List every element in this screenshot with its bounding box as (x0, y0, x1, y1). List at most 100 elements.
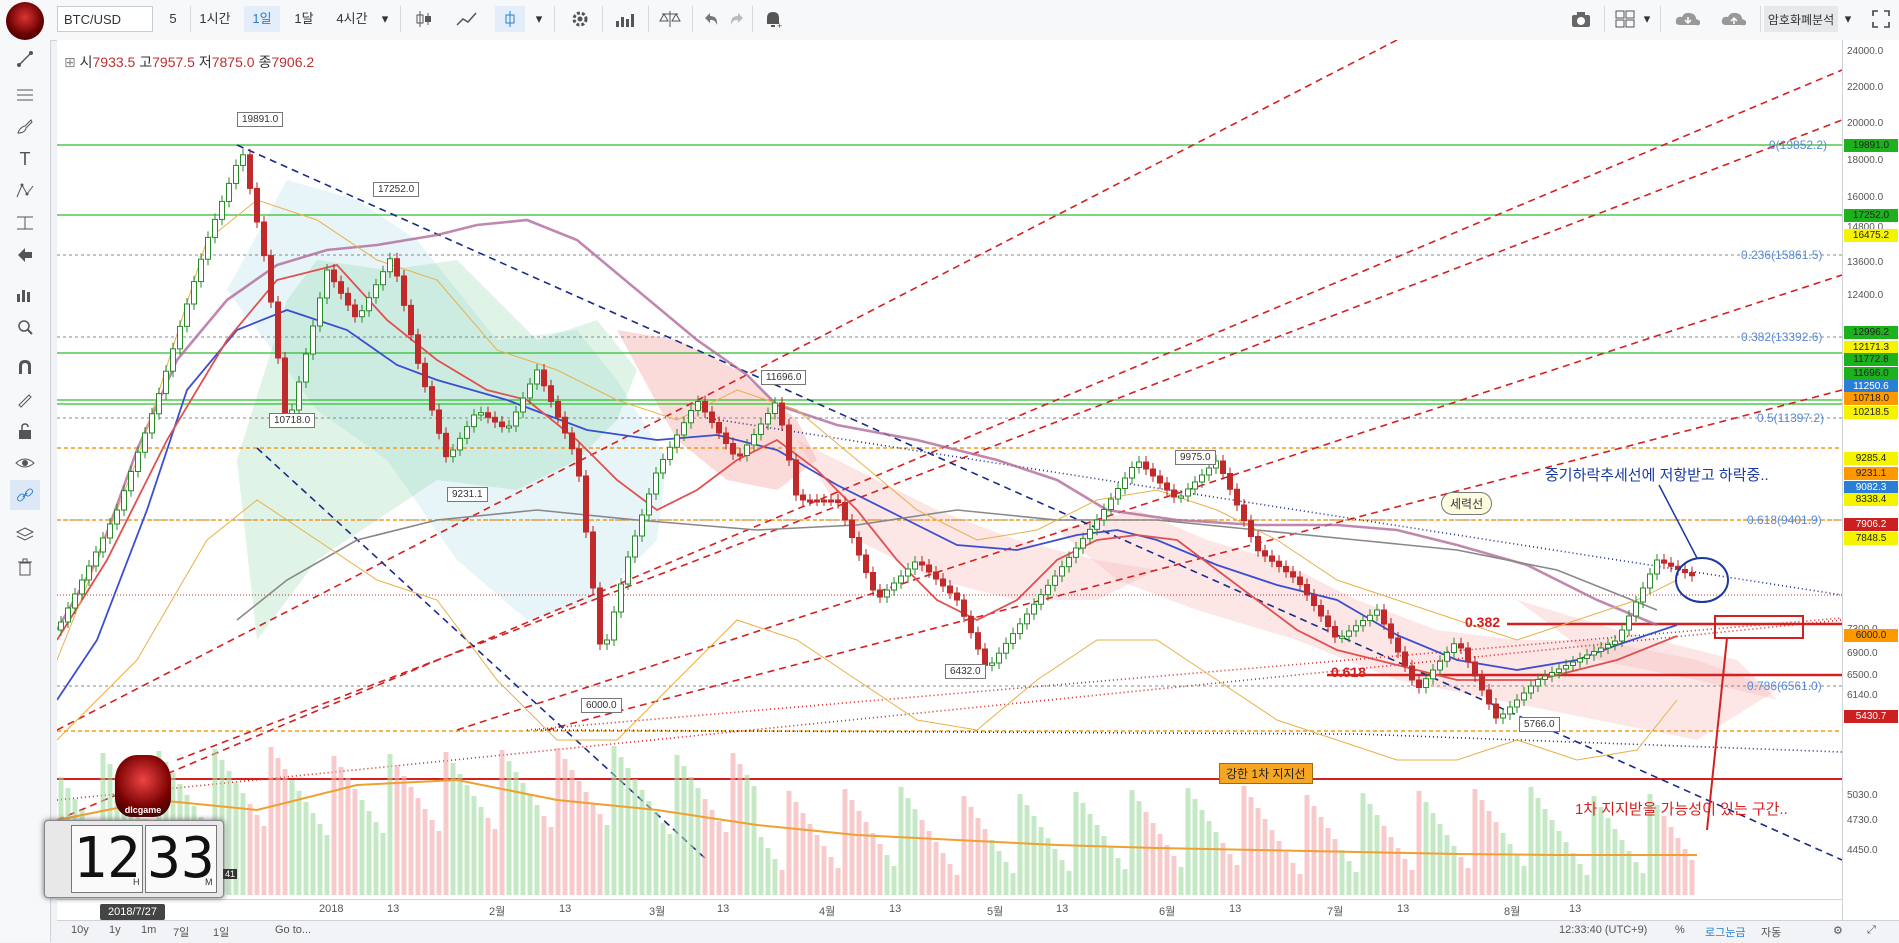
candle-body (1262, 550, 1268, 557)
price-tick: 14800.0 (1847, 222, 1884, 233)
goto-button[interactable]: Go to... (275, 924, 312, 936)
interval-4h[interactable]: 4시간 (336, 11, 368, 26)
redo-icon[interactable] (722, 6, 752, 32)
candle-body (310, 325, 316, 355)
interval-1mo[interactable]: 1달 (294, 11, 314, 26)
undo-icon[interactable] (696, 6, 726, 32)
measure-icon[interactable] (10, 208, 40, 238)
cloud-save-icon[interactable] (1716, 6, 1752, 32)
alert-icon[interactable]: + (758, 6, 788, 32)
range-7d[interactable]: 7일 (173, 927, 190, 939)
candle-body (1654, 559, 1660, 575)
candle-type-icon[interactable] (495, 6, 525, 32)
volume-bar (611, 746, 617, 895)
interval-dropdown-icon[interactable]: ▾ (381, 11, 389, 26)
volume-bar (1241, 786, 1247, 895)
range-10y[interactable]: 10y (71, 924, 89, 936)
volume-bar (1570, 853, 1576, 895)
volume-bar (1689, 860, 1695, 895)
candle-body (1535, 679, 1541, 687)
candle-body (1234, 488, 1240, 506)
candle-body (268, 255, 274, 303)
candle-body (730, 443, 736, 455)
interval-number[interactable]: 5 (169, 11, 177, 26)
range-1m[interactable]: 1m (141, 924, 157, 936)
brush-icon[interactable] (10, 112, 40, 142)
candle-body (569, 432, 575, 450)
volume-bar (1640, 873, 1646, 895)
volume-bar (331, 756, 337, 895)
volume-bar (1647, 794, 1653, 895)
volume-bar (779, 870, 785, 895)
price-level-box: 9231.1 (1844, 467, 1898, 480)
range-1y[interactable]: 1y (109, 924, 121, 936)
text-tool-icon[interactable]: T (19, 148, 31, 169)
magnet-icon[interactable] (10, 352, 40, 382)
horizontal-lines-icon[interactable] (10, 80, 40, 110)
zoom-icon[interactable] (10, 312, 40, 342)
symbol-input[interactable]: BTC/USD (57, 6, 153, 32)
time-axis: 2018 13 2월 13 3월 13 4월 13 5월 13 6월 13 7월 13 8월 13 (57, 899, 1842, 920)
range-1d[interactable]: 1일 (213, 927, 230, 939)
price-level-box: 16475.2 (1844, 229, 1898, 242)
fullscreen-icon[interactable] (1866, 6, 1896, 32)
eye-icon[interactable] (10, 448, 40, 478)
auto-scale-toggle[interactable]: 자동 (1761, 927, 1782, 939)
layout-dropdown-icon[interactable]: ▾ (1643, 11, 1651, 26)
volume-bar (1192, 799, 1198, 895)
line-chart-icon[interactable] (452, 6, 482, 32)
layout-name-button[interactable]: 암호화폐분석 (1764, 6, 1838, 32)
layers-icon[interactable] (10, 520, 40, 550)
volume-bar (604, 825, 610, 895)
candle-body (275, 301, 281, 359)
price-tick: 24000.0 (1847, 46, 1884, 57)
chart-type-dropdown-icon[interactable]: ▾ (535, 11, 543, 26)
volume-bar (1521, 866, 1527, 895)
camera-icon[interactable] (1566, 6, 1596, 32)
forecast-icon[interactable] (10, 280, 40, 310)
layout-icon[interactable] (1610, 6, 1640, 32)
candle-body (1360, 620, 1366, 627)
candle-body (772, 402, 778, 414)
volume-bar (555, 748, 561, 895)
volume-bar (1360, 793, 1366, 895)
drawing-mode-icon[interactable] (10, 384, 40, 414)
candle-body (1031, 603, 1037, 615)
settings-icon[interactable] (565, 6, 595, 32)
cloud-load-icon[interactable] (1670, 6, 1706, 32)
volume-bar (1535, 798, 1541, 895)
interval-1h[interactable]: 1시간 (199, 11, 231, 26)
chart-settings-icon[interactable]: ⚙ (1833, 925, 1843, 937)
candles-icon[interactable] (409, 6, 439, 32)
chart-canvas[interactable]: ⊞ 시7933.5 고7957.5 저7875.0 종7906.2 0(1985… (57, 40, 1842, 920)
percent-toggle[interactable]: % (1675, 924, 1685, 936)
indicators-icon[interactable] (610, 6, 640, 32)
candle-body (786, 424, 792, 461)
log-scale-toggle[interactable]: 로그눈금 (1705, 927, 1746, 939)
candle-body (947, 585, 953, 594)
volume-bar (975, 818, 981, 895)
interval-1d[interactable]: 1일 (244, 6, 280, 32)
candle-body (1556, 668, 1562, 673)
expand-icon[interactable]: ⤢ (1867, 924, 1876, 936)
lock-icon[interactable] (10, 416, 40, 446)
trash-icon[interactable] (10, 552, 40, 582)
pattern-icon[interactable] (10, 176, 40, 206)
price-axis[interactable]: 24000.0 22000.0 20000.0 18000.0 16000.0 14800… (1842, 40, 1899, 920)
candle-body (212, 218, 218, 238)
drawing-toolbar: T (0, 40, 51, 942)
volume-bar (1108, 847, 1114, 895)
link-icon[interactable] (10, 480, 40, 510)
symbol-info-icon[interactable]: ⊞ (64, 54, 76, 70)
candle-body (1206, 467, 1212, 476)
volume-bar (233, 782, 239, 895)
candle-body (1661, 559, 1667, 564)
volume-bar (387, 754, 393, 895)
compare-icon[interactable] (655, 6, 685, 32)
volume-bar (492, 829, 498, 895)
candle-body (919, 561, 925, 566)
candle-body (793, 459, 799, 496)
back-arrow-icon[interactable] (10, 240, 40, 270)
layout-name-dropdown-icon[interactable]: ▾ (1844, 11, 1852, 26)
cursor-icon[interactable] (10, 44, 40, 74)
